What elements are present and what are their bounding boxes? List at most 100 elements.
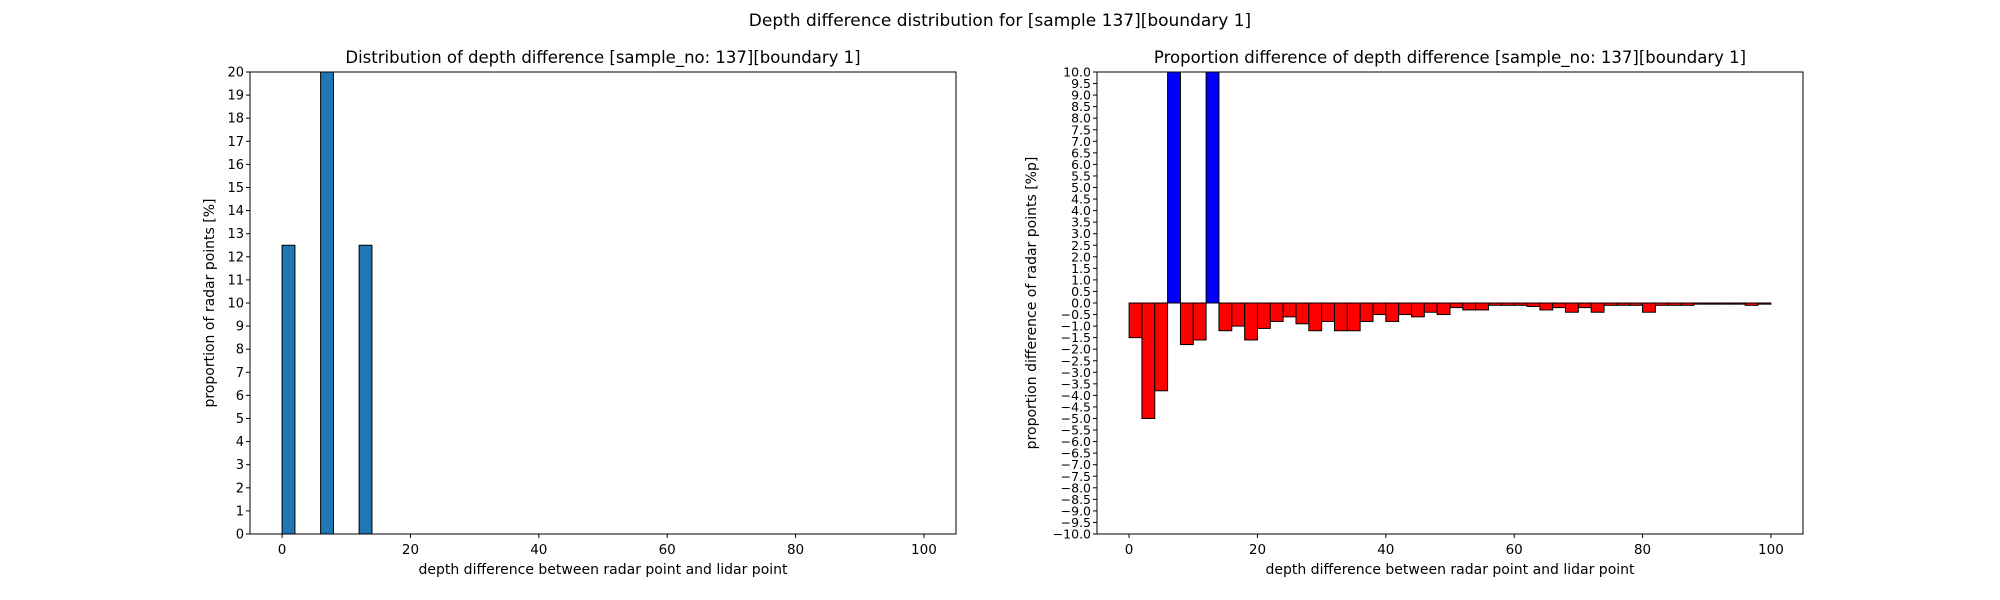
right-bar — [1577, 302, 1592, 309]
left-bar — [281, 244, 296, 535]
left-chart-title: Distribution of depth difference [sample… — [345, 48, 860, 68]
right-y-tick-label: −2.0 — [1061, 342, 1091, 357]
right-bar — [1231, 302, 1246, 327]
right-y-tick-label: 5.0 — [1071, 180, 1091, 195]
right-bar — [1167, 71, 1181, 304]
right-bars — [1128, 71, 1772, 419]
right-chart: Proportion difference of depth differenc… — [1024, 48, 1804, 578]
right-y-tick-label: −6.0 — [1061, 434, 1091, 449]
right-y-tick-label: 2.0 — [1071, 249, 1091, 264]
right-y-tick-label: −3.5 — [1061, 376, 1091, 391]
right-bar — [1488, 302, 1502, 306]
left-y-tick-label: 2 — [236, 481, 244, 496]
right-bar — [1359, 302, 1374, 322]
right-bar — [1475, 302, 1490, 311]
right-bar — [1526, 302, 1541, 307]
right-y-tick-label: 4.0 — [1071, 203, 1091, 218]
right-x-tick-label: 20 — [1249, 542, 1266, 558]
right-bar — [1141, 302, 1156, 419]
right-y-tick-label: −10.0 — [1053, 527, 1091, 542]
right-bar — [1667, 302, 1682, 306]
right-bar — [1603, 302, 1618, 306]
right-bar — [1346, 302, 1361, 332]
left-bar — [320, 71, 334, 535]
right-y-tick-label: −7.5 — [1061, 469, 1091, 484]
left-y-tick-label: 7 — [236, 366, 244, 381]
right-bar — [1423, 302, 1438, 313]
right-bar — [1757, 302, 1772, 305]
right-bar — [1282, 302, 1297, 318]
right-bar — [1295, 302, 1310, 325]
left-plot-frame — [249, 71, 957, 535]
right-bar — [1654, 302, 1669, 306]
right-bar — [1154, 302, 1169, 392]
left-x-tick-label: 100 — [911, 542, 937, 558]
left-y-tick-label: 18 — [227, 112, 244, 127]
right-y-tick-label: −9.0 — [1061, 503, 1091, 518]
right-y-tick-label: 1.5 — [1071, 261, 1091, 276]
right-bar — [1244, 302, 1258, 341]
right-y-tick-label: 7.0 — [1071, 134, 1091, 149]
left-x-tick-label: 80 — [787, 542, 804, 558]
left-y-axis-label: proportion of radar points [%] — [202, 198, 218, 407]
right-y-tick-label: 6.5 — [1071, 145, 1091, 160]
right-x-tick-label: 40 — [1377, 542, 1394, 558]
right-bar — [1256, 302, 1271, 329]
right-plot-frame — [1096, 71, 1804, 535]
left-y-tick-label: 9 — [236, 320, 244, 335]
right-y-tick-label: 9.5 — [1071, 76, 1091, 91]
right-y-tick-label: −1.0 — [1061, 319, 1091, 334]
right-bar — [1552, 302, 1567, 309]
right-bar — [1744, 302, 1759, 306]
right-bar — [1462, 302, 1477, 311]
right-y-tick-label: 7.5 — [1071, 122, 1091, 137]
left-y-tick-label: 8 — [236, 343, 244, 358]
right-bar — [1449, 302, 1464, 309]
left-x-axis-label: depth difference between radar point and… — [418, 562, 788, 578]
right-y-tick-label: 4.5 — [1071, 192, 1091, 207]
left-y-tick-label: 4 — [236, 435, 244, 450]
left-x-tick-label: 0 — [278, 542, 287, 558]
right-bar — [1565, 302, 1579, 313]
left-y-tick-label: 14 — [227, 204, 244, 219]
right-chart-title: Proportion difference of depth differenc… — [1154, 48, 1746, 68]
right-bar — [1731, 302, 1746, 305]
right-bar — [1333, 302, 1348, 332]
right-y-tick-label: −1.5 — [1061, 330, 1091, 345]
right-y-tick-label: 6.0 — [1071, 157, 1091, 172]
right-y-tick-label: −4.0 — [1061, 388, 1091, 403]
right-x-tick-label: 100 — [1758, 542, 1784, 558]
right-y-tick-label: 3.5 — [1071, 215, 1091, 230]
left-y-tick-label: 5 — [236, 412, 244, 427]
right-y-tick-label: −8.5 — [1061, 492, 1091, 507]
left-bars — [281, 71, 373, 535]
left-y-tick-label: 16 — [227, 158, 244, 173]
left-y-tick-label: 12 — [227, 250, 244, 265]
right-bar — [1321, 302, 1335, 322]
right-y-tick-label: −9.5 — [1061, 515, 1091, 530]
right-y-tick-label: −2.5 — [1061, 353, 1091, 368]
right-bar — [1629, 302, 1644, 306]
right-y-tick-label: −3.0 — [1061, 365, 1091, 380]
right-bar — [1269, 302, 1284, 322]
right-y-tick-label: 2.5 — [1071, 238, 1091, 253]
right-bar — [1372, 302, 1387, 316]
right-bar — [1590, 302, 1605, 313]
right-y-tick-label: −5.5 — [1061, 423, 1091, 438]
right-y-tick-label: −8.0 — [1061, 480, 1091, 495]
right-y-axis-label: proportion difference of radar points [%… — [1024, 157, 1040, 450]
left-x-tick-label: 20 — [402, 542, 419, 558]
right-x-tick-label: 80 — [1634, 542, 1651, 558]
right-bar — [1218, 302, 1233, 332]
left-y-tick-label: 6 — [236, 389, 244, 404]
left-y-tick-label: 17 — [227, 135, 244, 150]
right-y-tick-label: −4.5 — [1061, 399, 1091, 414]
left-y-tick-label: 0 — [236, 528, 244, 543]
left-x-axis: 0 20 40 60 80 100 — [278, 534, 937, 558]
right-bar — [1539, 302, 1554, 311]
right-bar — [1680, 302, 1695, 306]
left-x-tick-label: 40 — [530, 542, 547, 558]
left-bar — [358, 244, 373, 535]
right-bar — [1179, 302, 1194, 346]
right-x-tick-label: 60 — [1506, 542, 1523, 558]
